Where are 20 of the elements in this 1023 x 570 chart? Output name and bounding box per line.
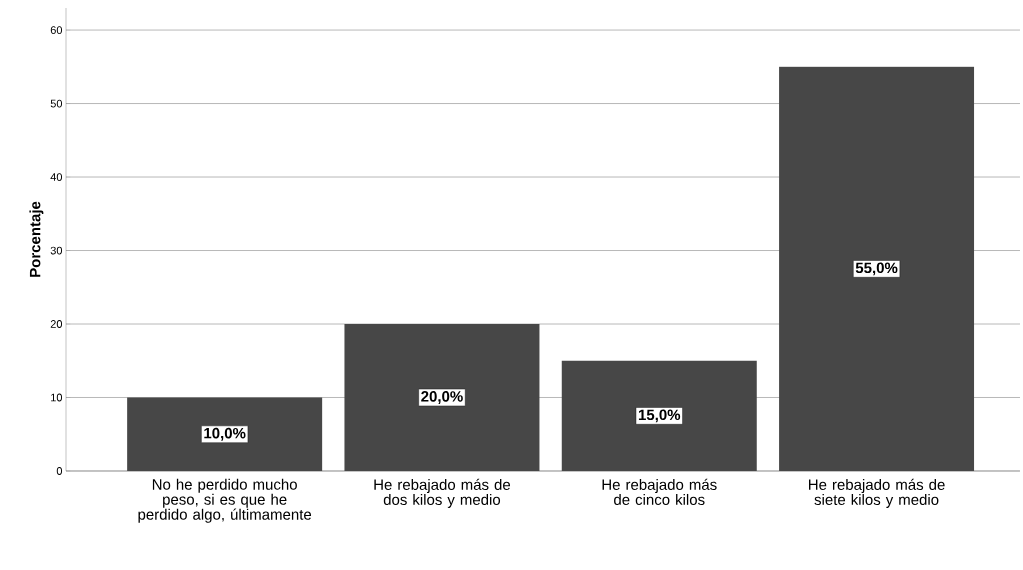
x-tick-label: He rebajado más de dos kilos y medio xyxy=(374,478,511,508)
y-tick-label: 30 xyxy=(50,246,63,255)
data-label: 20,0% xyxy=(421,391,463,404)
data-label: 10,0% xyxy=(204,427,246,441)
y-tick-label: 10 xyxy=(51,393,63,402)
y-tick-label: 50 xyxy=(50,99,63,108)
y-tick-label: 60 xyxy=(50,26,63,34)
data-label: 15,0% xyxy=(638,409,681,423)
x-tick-label: No he perdido mucho peso, si es que he perdido algo, últimamente xyxy=(138,478,312,523)
bar xyxy=(127,397,323,471)
x-tick-label: He rebajado más de cinco kilos xyxy=(602,478,717,505)
y-axis-title: Porcentaje xyxy=(29,201,44,277)
y-tick-label: 0 xyxy=(56,467,63,475)
bar xyxy=(561,360,757,471)
y-tick-label: 40 xyxy=(50,173,63,181)
data-label: 55,0% xyxy=(855,262,898,276)
bar xyxy=(779,66,975,471)
bar xyxy=(344,324,540,471)
x-tick-label: He rebajado más de siete kilos y medio xyxy=(809,478,945,508)
y-tick-label: 20 xyxy=(50,320,63,328)
